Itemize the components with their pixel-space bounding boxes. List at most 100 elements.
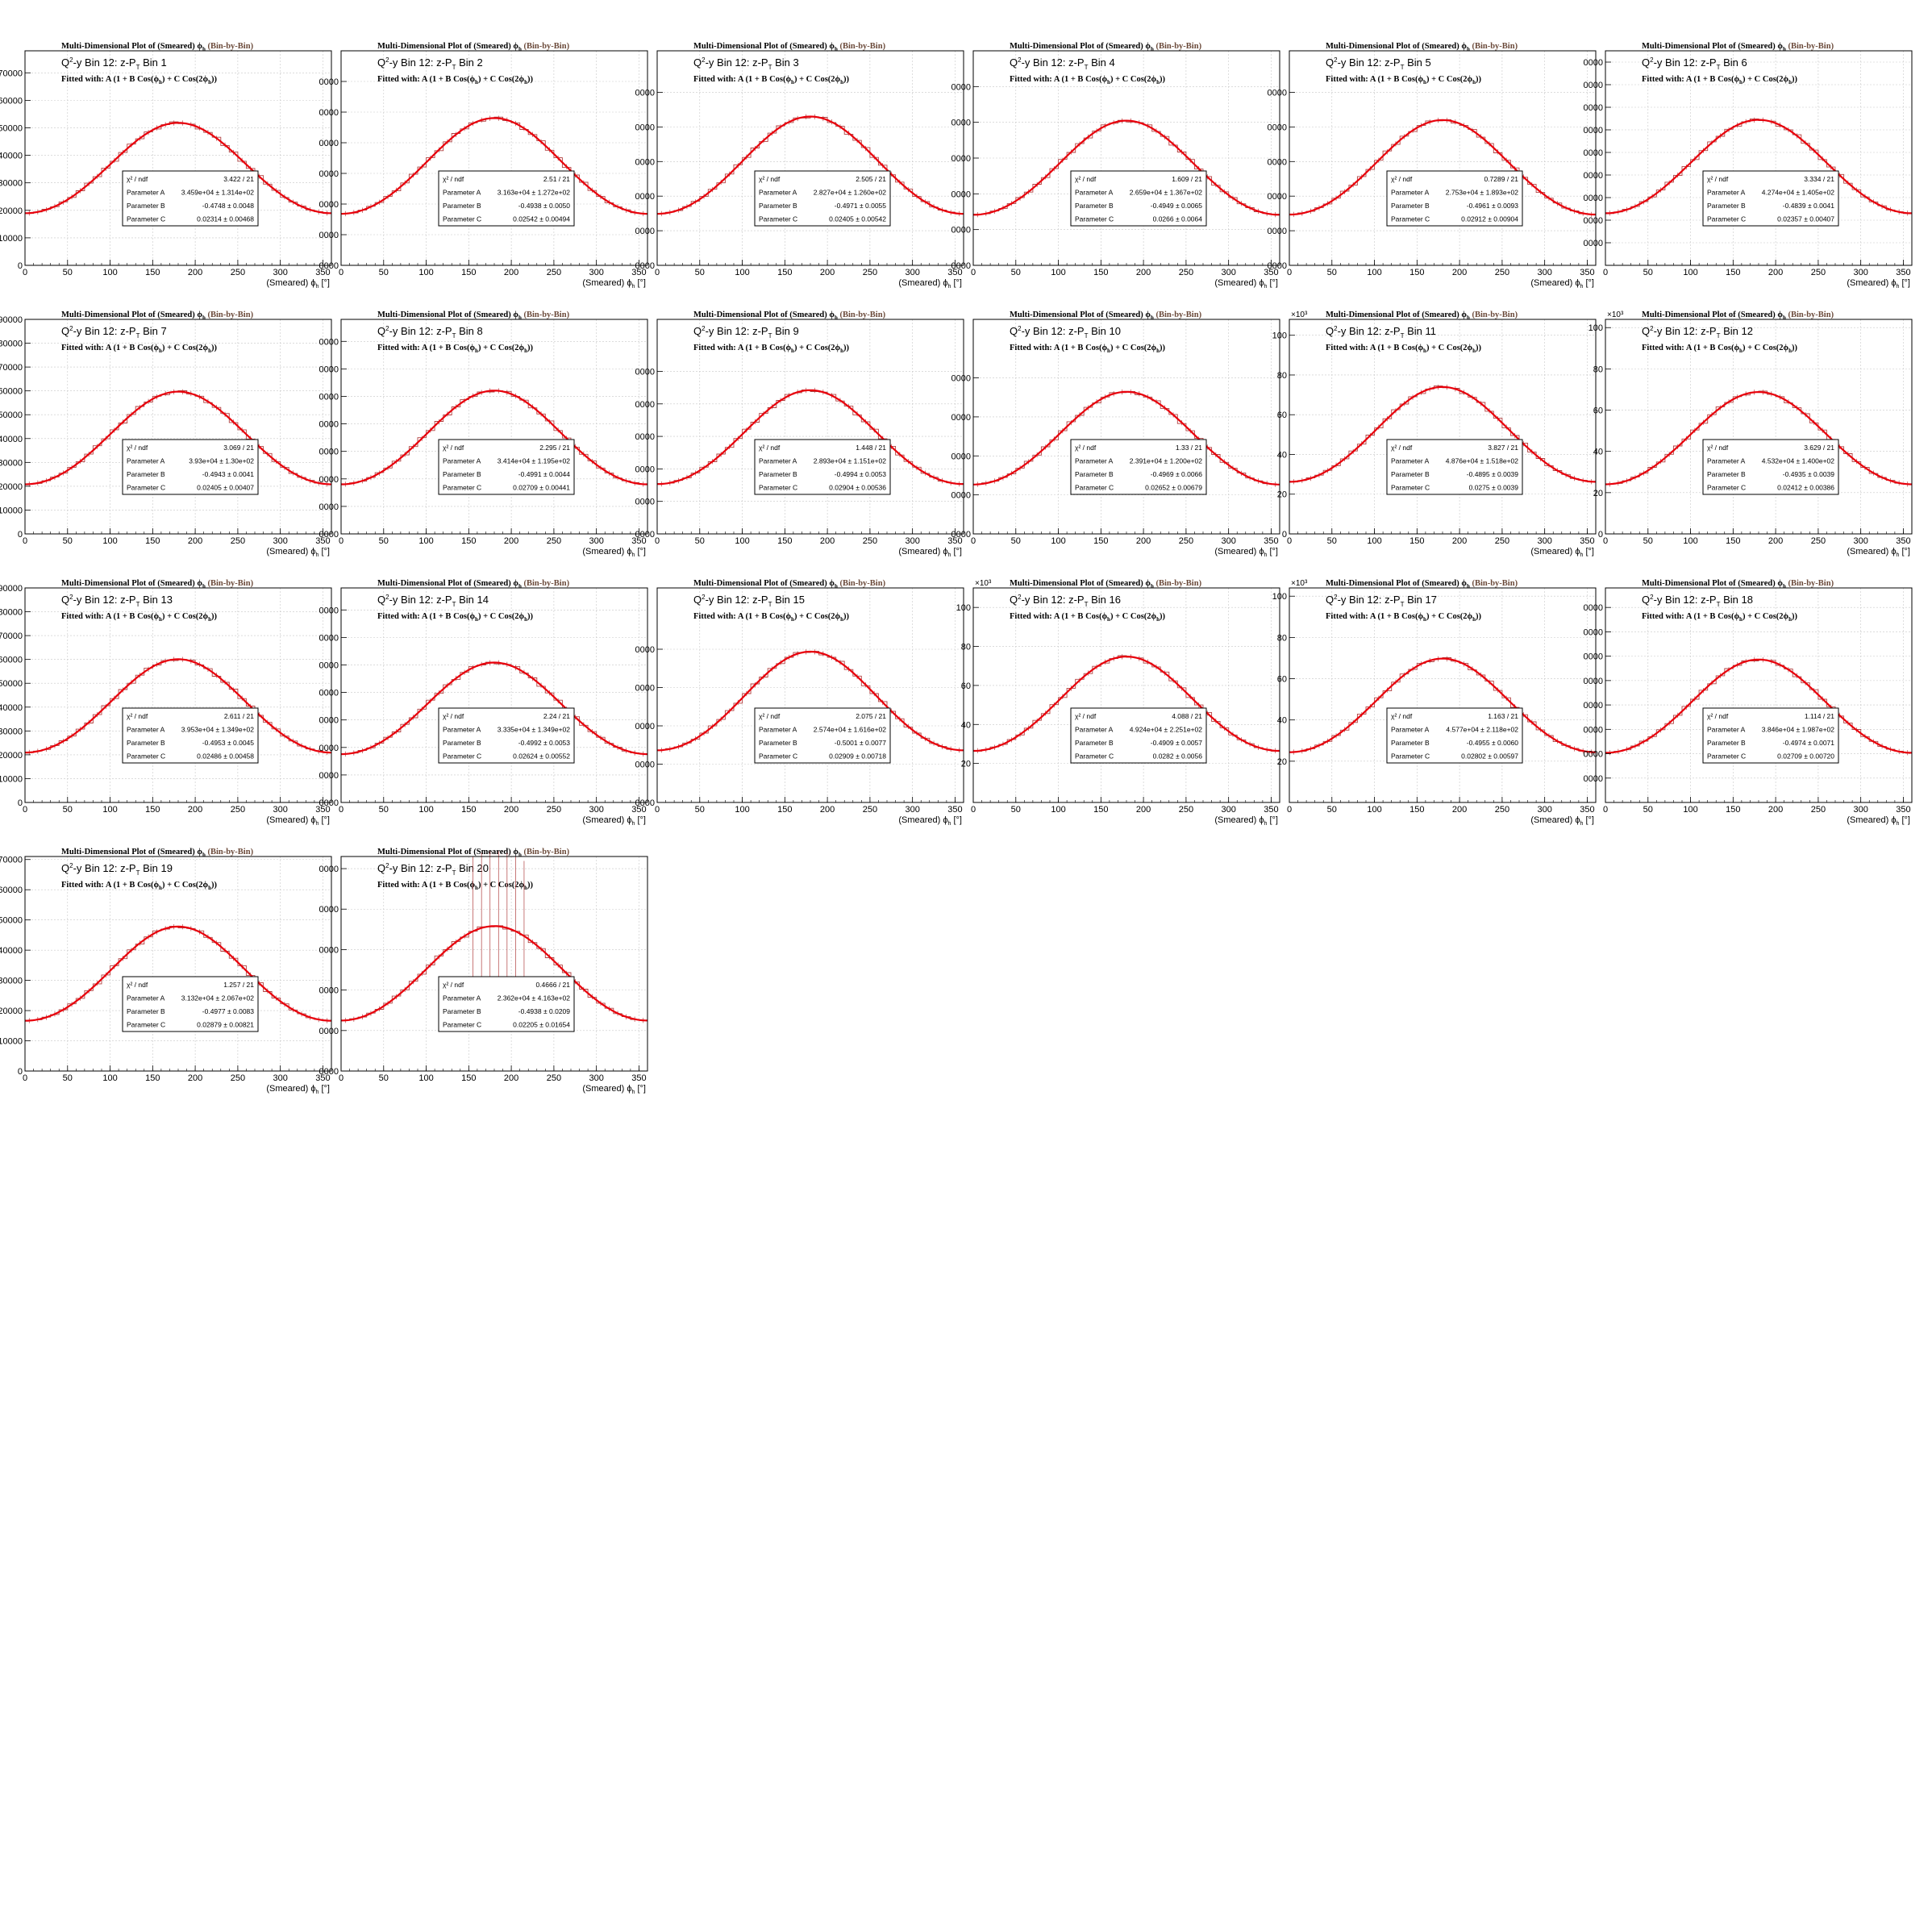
x-tick-label: 250 [1179, 805, 1193, 815]
fit-label: Fitted with: A (1 + B Cos(ϕh) + C Cos(2ϕ… [1326, 344, 1482, 354]
stat-label: Parameter C [1075, 215, 1114, 223]
x-tick-label: 250 [1811, 536, 1826, 546]
plot-panel-bin-2: Multi-Dimensional Plot of (Smeared) ϕh (… [316, 0, 648, 290]
x-tick-label: 200 [1768, 805, 1783, 815]
y-tick-label: 0000 [635, 432, 655, 442]
y-tick-label: 0000 [319, 865, 339, 874]
stat-value: -0.4971 ± 0.0055 [835, 202, 886, 210]
x-tick-label: 200 [1768, 536, 1783, 546]
plot-svg: Multi-Dimensional Plot of (Smeared) ϕh (… [319, 42, 648, 290]
stat-label: Parameter A [1391, 726, 1430, 734]
stat-label: χ² / ndf [1075, 444, 1097, 452]
stat-value: -0.4977 ± 0.0083 [202, 1007, 254, 1015]
fit-curve [25, 658, 331, 754]
y-tick-label: 0000 [319, 448, 339, 457]
y-tick-label: 0000 [1268, 261, 1287, 271]
x-tick-label: 350 [315, 805, 330, 815]
bin-label: Q2-y Bin 12: z-PT Bin 19 [61, 862, 173, 877]
y-tick-label: 0 [18, 798, 23, 808]
x-tick-label: 150 [145, 805, 160, 815]
fit-label: Fitted with: A (1 + B Cos(ϕh) + C Cos(2ϕ… [1642, 75, 1798, 85]
stat-value: 0.0282 ± 0.0056 [1153, 752, 1203, 761]
stat-value: -0.4748 ± 0.0048 [202, 202, 254, 210]
x-tick-label: 200 [504, 268, 518, 277]
y-tick-label: 20000 [0, 482, 23, 492]
y-tick-label: 10000 [0, 774, 23, 784]
stat-label: Parameter A [1391, 457, 1430, 465]
stat-value: 1.448 / 21 [856, 444, 886, 452]
x-tick-label: 50 [1011, 805, 1021, 815]
stat-value: 0.02542 ± 0.00494 [513, 215, 570, 223]
bin-label: Q2-y Bin 12: z-PT Bin 20 [377, 862, 489, 877]
x-tick-label: 200 [1136, 268, 1151, 277]
y-tick-label: 60 [1277, 675, 1287, 685]
bin-label: Q2-y Bin 12: z-PT Bin 3 [693, 56, 799, 71]
y-tick-label: 40000 [0, 152, 23, 161]
plot-title: Multi-Dimensional Plot of (Smeared) ϕh (… [1642, 42, 1834, 52]
stat-label: χ² / ndf [443, 444, 464, 452]
y-tick-label: 0000 [319, 744, 339, 753]
stat-value: 2.51 / 21 [543, 175, 570, 183]
plot-panel-bin-13: Multi-Dimensional Plot of (Smeared) ϕh (… [0, 537, 332, 827]
y-tick-label: 20 [1593, 489, 1603, 498]
stat-value: -0.4949 ± 0.0065 [1151, 202, 1202, 210]
x-tick-label: 100 [418, 1073, 433, 1083]
stat-value: 3.629 / 21 [1804, 444, 1834, 452]
y-tick-label: 60000 [0, 656, 23, 665]
x-tick-label: 150 [461, 1073, 476, 1083]
x-tick-label: 150 [1093, 268, 1108, 277]
y-tick-label: 0000 [319, 771, 339, 781]
x-tick-label: 300 [905, 268, 919, 277]
stat-label: Parameter C [1391, 752, 1430, 761]
stat-value: 3.414e+04 ± 1.195e+02 [498, 457, 570, 465]
plot-panel-bin-17: Multi-Dimensional Plot of (Smeared) ϕh (… [1264, 537, 1597, 827]
stat-value: 2.295 / 21 [539, 444, 570, 452]
stat-value: 0.02909 ± 0.00718 [829, 752, 886, 761]
x-tick-label: 350 [1580, 805, 1594, 815]
stat-value: 0.02412 ± 0.00386 [1777, 484, 1834, 492]
x-tick-label: 250 [1495, 805, 1509, 815]
x-tick-label: 250 [1495, 268, 1509, 277]
stat-value: 2.075 / 21 [856, 712, 886, 720]
stat-value: 3.163e+04 ± 1.272e+02 [498, 189, 570, 197]
bin-label: Q2-y Bin 12: z-PT Bin 11 [1326, 325, 1436, 340]
y-tick-label: 0000 [319, 77, 339, 87]
stat-label: Parameter C [1707, 215, 1746, 223]
y-tick-label: 0000 [319, 200, 339, 210]
plot-svg: Multi-Dimensional Plot of (Smeared) ϕh (… [635, 579, 964, 827]
fit-curve [657, 389, 964, 486]
x-tick-label: 350 [1896, 536, 1910, 546]
stat-value: 3.827 / 21 [1488, 444, 1518, 452]
plot-title: Multi-Dimensional Plot of (Smeared) ϕh (… [61, 579, 254, 590]
stat-value: -0.4955 ± 0.0060 [1467, 739, 1518, 747]
y-tick-label: 0000 [1584, 750, 1603, 760]
x-tick-label: 200 [1452, 268, 1467, 277]
stat-value: 1.609 / 21 [1172, 175, 1202, 183]
plot-svg: Multi-Dimensional Plot of (Smeared) ϕh (… [319, 848, 648, 1095]
y-tick-label: 10000 [0, 506, 23, 515]
stat-value: -0.4938 ± 0.0209 [518, 1007, 570, 1015]
y-tick-label: 100 [1272, 331, 1287, 341]
stat-label: Parameter A [127, 457, 165, 465]
plot-title: Multi-Dimensional Plot of (Smeared) ϕh (… [377, 42, 570, 52]
bin-label: Q2-y Bin 12: z-PT Bin 7 [61, 325, 167, 340]
x-tick-label: 350 [1896, 268, 1910, 277]
x-tick-label: 250 [1179, 536, 1193, 546]
x-tick-label: 250 [231, 268, 245, 277]
fit-curve [25, 122, 331, 215]
y-tick-label: 0000 [635, 157, 655, 167]
x-tick-label: 300 [1221, 536, 1235, 546]
y-tick-label: 20000 [0, 751, 23, 761]
bin-label: Q2-y Bin 12: z-PT Bin 10 [1010, 325, 1121, 340]
x-tick-label: 50 [1327, 536, 1337, 546]
stat-label: Parameter A [1707, 457, 1746, 465]
fit-curve [973, 655, 1280, 752]
y-tick-label: 0000 [635, 192, 655, 202]
x-tick-label: 0 [1287, 268, 1292, 277]
stat-box [438, 170, 575, 227]
y-tick-label: 0 [1282, 530, 1287, 540]
x-axis-label: (Smeared) ϕh [°] [266, 815, 330, 827]
x-tick-label: 300 [905, 536, 919, 546]
stat-label: Parameter C [1075, 484, 1114, 492]
plot-panel-bin-19: Multi-Dimensional Plot of (Smeared) ϕh (… [0, 806, 332, 1095]
